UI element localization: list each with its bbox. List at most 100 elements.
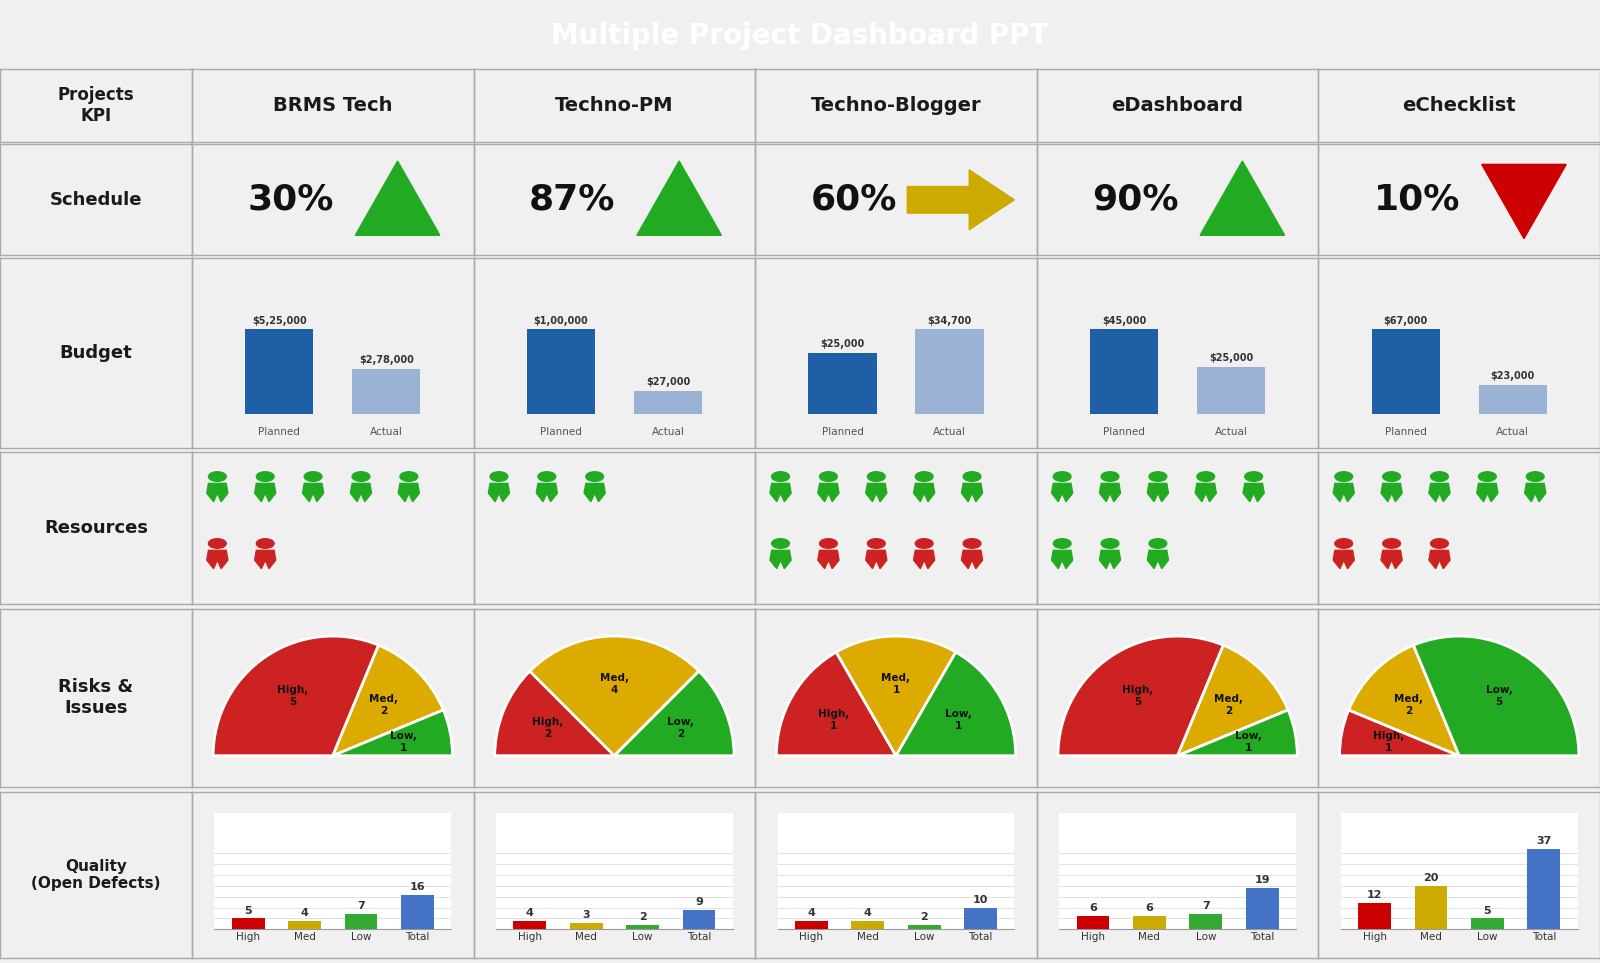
Text: 10%: 10% — [1374, 183, 1461, 217]
Text: eChecklist: eChecklist — [1402, 96, 1517, 115]
Circle shape — [256, 538, 274, 548]
Circle shape — [208, 538, 226, 548]
Text: $1,00,000: $1,00,000 — [533, 316, 589, 325]
Polygon shape — [536, 483, 557, 493]
Wedge shape — [1058, 637, 1224, 756]
Text: Planned: Planned — [1384, 427, 1427, 437]
Polygon shape — [254, 493, 275, 502]
Polygon shape — [637, 161, 722, 235]
Circle shape — [819, 472, 837, 482]
Text: High,
1: High, 1 — [1373, 731, 1405, 752]
Polygon shape — [1147, 551, 1168, 560]
Polygon shape — [1381, 493, 1402, 502]
Polygon shape — [1429, 560, 1450, 568]
Bar — [795, 921, 827, 929]
Text: $27,000: $27,000 — [646, 377, 690, 387]
Text: 4: 4 — [864, 908, 872, 918]
Polygon shape — [818, 483, 838, 493]
Polygon shape — [962, 560, 982, 568]
Bar — [626, 924, 659, 929]
Polygon shape — [1381, 551, 1402, 560]
Wedge shape — [333, 645, 443, 756]
Polygon shape — [1099, 551, 1120, 560]
Polygon shape — [866, 493, 886, 502]
Polygon shape — [1429, 483, 1450, 493]
Polygon shape — [770, 483, 790, 493]
Wedge shape — [896, 652, 1016, 756]
Text: $34,700: $34,700 — [928, 316, 971, 325]
Text: 6: 6 — [1090, 903, 1098, 913]
Text: Techno-Blogger: Techno-Blogger — [811, 96, 981, 115]
Text: 12: 12 — [1366, 891, 1382, 900]
Bar — [1090, 329, 1158, 414]
Wedge shape — [1413, 637, 1579, 756]
Bar — [1371, 329, 1440, 414]
Circle shape — [1526, 472, 1544, 482]
Polygon shape — [398, 483, 419, 493]
Text: 4: 4 — [808, 908, 816, 918]
Polygon shape — [488, 493, 509, 502]
Text: eDashboard: eDashboard — [1112, 96, 1243, 115]
Polygon shape — [962, 483, 982, 493]
Text: Low,
1: Low, 1 — [1235, 731, 1261, 752]
Text: Low,
5: Low, 5 — [1486, 686, 1512, 707]
Text: Risks &
Issues: Risks & Issues — [59, 678, 133, 717]
Circle shape — [256, 472, 274, 482]
Text: 2: 2 — [638, 912, 646, 922]
Text: 20: 20 — [1424, 872, 1438, 883]
Text: 4: 4 — [301, 908, 309, 918]
Polygon shape — [355, 161, 440, 235]
Wedge shape — [530, 637, 699, 756]
Circle shape — [400, 472, 418, 482]
Circle shape — [963, 472, 981, 482]
Polygon shape — [1195, 493, 1216, 502]
Circle shape — [1053, 472, 1070, 482]
Text: 4: 4 — [526, 908, 534, 918]
Text: Multiple Project Dashboard PPT: Multiple Project Dashboard PPT — [552, 22, 1048, 50]
Text: Med,
2: Med, 2 — [1214, 694, 1243, 716]
Bar — [1528, 849, 1560, 929]
Polygon shape — [1525, 483, 1546, 493]
Circle shape — [771, 472, 789, 482]
Text: 19: 19 — [1254, 875, 1270, 885]
Polygon shape — [770, 560, 790, 568]
Bar — [634, 391, 702, 414]
Wedge shape — [1339, 710, 1459, 756]
Polygon shape — [206, 551, 227, 560]
Polygon shape — [1051, 493, 1072, 502]
Text: $25,000: $25,000 — [1210, 353, 1253, 363]
Circle shape — [1197, 472, 1214, 482]
Circle shape — [1382, 472, 1400, 482]
Text: $5,25,000: $5,25,000 — [251, 316, 307, 325]
Text: 90%: 90% — [1093, 183, 1179, 217]
Bar — [851, 921, 885, 929]
Text: Actual: Actual — [1496, 427, 1530, 437]
Bar — [808, 353, 877, 414]
Polygon shape — [1477, 493, 1498, 502]
Bar — [1246, 888, 1278, 929]
Circle shape — [1101, 538, 1118, 548]
Polygon shape — [1429, 551, 1450, 560]
Circle shape — [915, 472, 933, 482]
Bar — [1077, 916, 1109, 929]
Polygon shape — [1200, 161, 1285, 235]
Circle shape — [208, 472, 226, 482]
Polygon shape — [962, 493, 982, 502]
Text: High,
1: High, 1 — [818, 709, 850, 731]
Text: Planned: Planned — [539, 427, 582, 437]
Polygon shape — [907, 169, 1014, 230]
Text: Actual: Actual — [933, 427, 966, 437]
Circle shape — [771, 538, 789, 548]
Text: High,
5: High, 5 — [277, 686, 309, 707]
Text: Planned: Planned — [1102, 427, 1146, 437]
Text: 30%: 30% — [248, 183, 334, 217]
Polygon shape — [350, 493, 371, 502]
Polygon shape — [1333, 493, 1354, 502]
Circle shape — [1245, 472, 1262, 482]
Polygon shape — [1429, 493, 1450, 502]
Polygon shape — [1051, 560, 1072, 568]
Wedge shape — [333, 710, 453, 756]
Polygon shape — [1051, 551, 1072, 560]
Bar — [1189, 914, 1222, 929]
Circle shape — [867, 472, 885, 482]
